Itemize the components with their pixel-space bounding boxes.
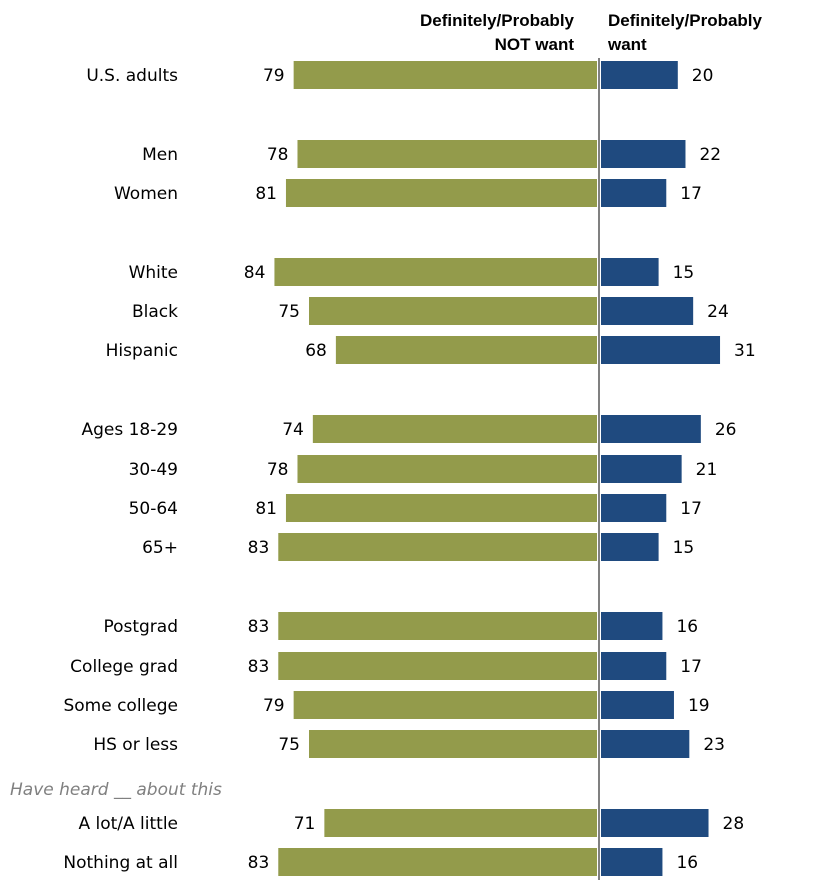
bar-not-want-men: [297, 140, 597, 168]
category-label-ages-18-29: Ages 18-29: [81, 420, 178, 440]
bar-not-want-hispanic: [335, 336, 597, 364]
category-label-college-grad: College grad: [70, 657, 178, 677]
bar-want-women: [601, 179, 667, 207]
value-not-want-30-49: 78: [267, 460, 289, 480]
bar-not-want-50-64: [285, 494, 597, 522]
value-not-want-college-grad: 83: [248, 657, 270, 677]
value-want-hispanic: 31: [734, 341, 756, 361]
header-left-line1: Definitely/Probably: [420, 11, 575, 30]
bar-want-black: [601, 297, 694, 325]
category-label-30-49: 30-49: [129, 460, 178, 480]
bar-want-hispanic: [601, 336, 721, 364]
value-not-want-women: 81: [255, 184, 277, 204]
header-left-line2: NOT want: [495, 35, 575, 54]
value-want-ages-18-29: 26: [715, 420, 737, 440]
category-label-65: 65+: [142, 538, 178, 558]
value-not-want-black: 75: [278, 302, 300, 322]
bar-want-a-lot-a-little: [601, 809, 709, 837]
category-label-black: Black: [132, 302, 178, 322]
bar-want-65: [601, 533, 659, 561]
bar-not-want-a-lot-a-little: [324, 809, 597, 837]
bar-not-want-nothing-at-all: [278, 848, 597, 876]
bar-want-college-grad: [601, 652, 667, 680]
bar-not-want-ages-18-29: [312, 415, 597, 443]
value-not-want-hs-or-less: 75: [278, 735, 300, 755]
value-want-women: 17: [680, 184, 702, 204]
value-want-50-64: 17: [680, 499, 702, 519]
bar-want-men: [601, 140, 686, 168]
group-label: Have heard __ about this: [10, 780, 222, 800]
category-label-50-64: 50-64: [129, 499, 178, 519]
bar-not-want-some-college: [293, 691, 597, 719]
bar-not-want-white: [274, 258, 597, 286]
bar-not-want-women: [285, 179, 597, 207]
bar-not-want-postgrad: [278, 612, 597, 640]
bar-not-want-college-grad: [278, 652, 597, 680]
category-label-women: Women: [114, 184, 178, 204]
bar-want-30-49: [601, 455, 682, 483]
value-not-want-some-college: 79: [263, 696, 285, 716]
value-want-65: 15: [673, 538, 695, 558]
bar-want-postgrad: [601, 612, 663, 640]
value-want-u-s-adults: 20: [692, 66, 714, 86]
bar-not-want-65: [278, 533, 597, 561]
value-not-want-a-lot-a-little: 71: [294, 814, 316, 834]
bar-want-nothing-at-all: [601, 848, 663, 876]
category-label-nothing-at-all: Nothing at all: [63, 853, 178, 873]
header-right-line1: Definitely/Probably: [608, 11, 763, 30]
value-want-some-college: 19: [688, 696, 710, 716]
value-want-hs-or-less: 23: [703, 735, 725, 755]
value-want-30-49: 21: [696, 460, 718, 480]
value-not-want-nothing-at-all: 83: [248, 853, 270, 873]
value-want-nothing-at-all: 16: [676, 853, 698, 873]
value-not-want-postgrad: 83: [248, 617, 270, 637]
category-label-postgrad: Postgrad: [103, 617, 178, 637]
value-want-white: 15: [673, 263, 695, 283]
value-not-want-u-s-adults: 79: [263, 66, 285, 86]
category-label-a-lot-a-little: A lot/A little: [78, 814, 178, 834]
bar-not-want-30-49: [297, 455, 597, 483]
value-not-want-ages-18-29: 74: [282, 420, 304, 440]
bar-want-some-college: [601, 691, 674, 719]
value-not-want-men: 78: [267, 145, 289, 165]
category-label-u-s-adults: U.S. adults: [86, 66, 178, 86]
category-label-men: Men: [142, 145, 178, 165]
bar-not-want-hs-or-less: [309, 730, 597, 758]
bar-want-u-s-adults: [601, 61, 678, 89]
category-label-some-college: Some college: [63, 696, 178, 716]
value-not-want-hispanic: 68: [305, 341, 327, 361]
value-want-black: 24: [707, 302, 729, 322]
category-label-hs-or-less: HS or less: [93, 735, 178, 755]
bars-group: U.S. adults 79 20 Men 78 22 Women 81 17 White 84 15…: [63, 61, 756, 876]
value-not-want-65: 83: [248, 538, 270, 558]
bar-want-50-64: [601, 494, 667, 522]
bar-want-ages-18-29: [601, 415, 701, 443]
value-want-men: 22: [699, 145, 721, 165]
header-right-line2: want: [607, 35, 647, 54]
value-want-postgrad: 16: [676, 617, 698, 637]
bar-want-white: [601, 258, 659, 286]
value-not-want-white: 84: [244, 263, 266, 283]
value-want-a-lot-a-little: 28: [723, 814, 745, 834]
value-want-college-grad: 17: [680, 657, 702, 677]
category-label-hispanic: Hispanic: [106, 341, 178, 361]
bar-want-hs-or-less: [601, 730, 690, 758]
value-not-want-50-64: 81: [255, 499, 277, 519]
category-label-white: White: [129, 263, 178, 283]
bar-not-want-black: [309, 297, 597, 325]
bar-not-want-u-s-adults: [293, 61, 597, 89]
